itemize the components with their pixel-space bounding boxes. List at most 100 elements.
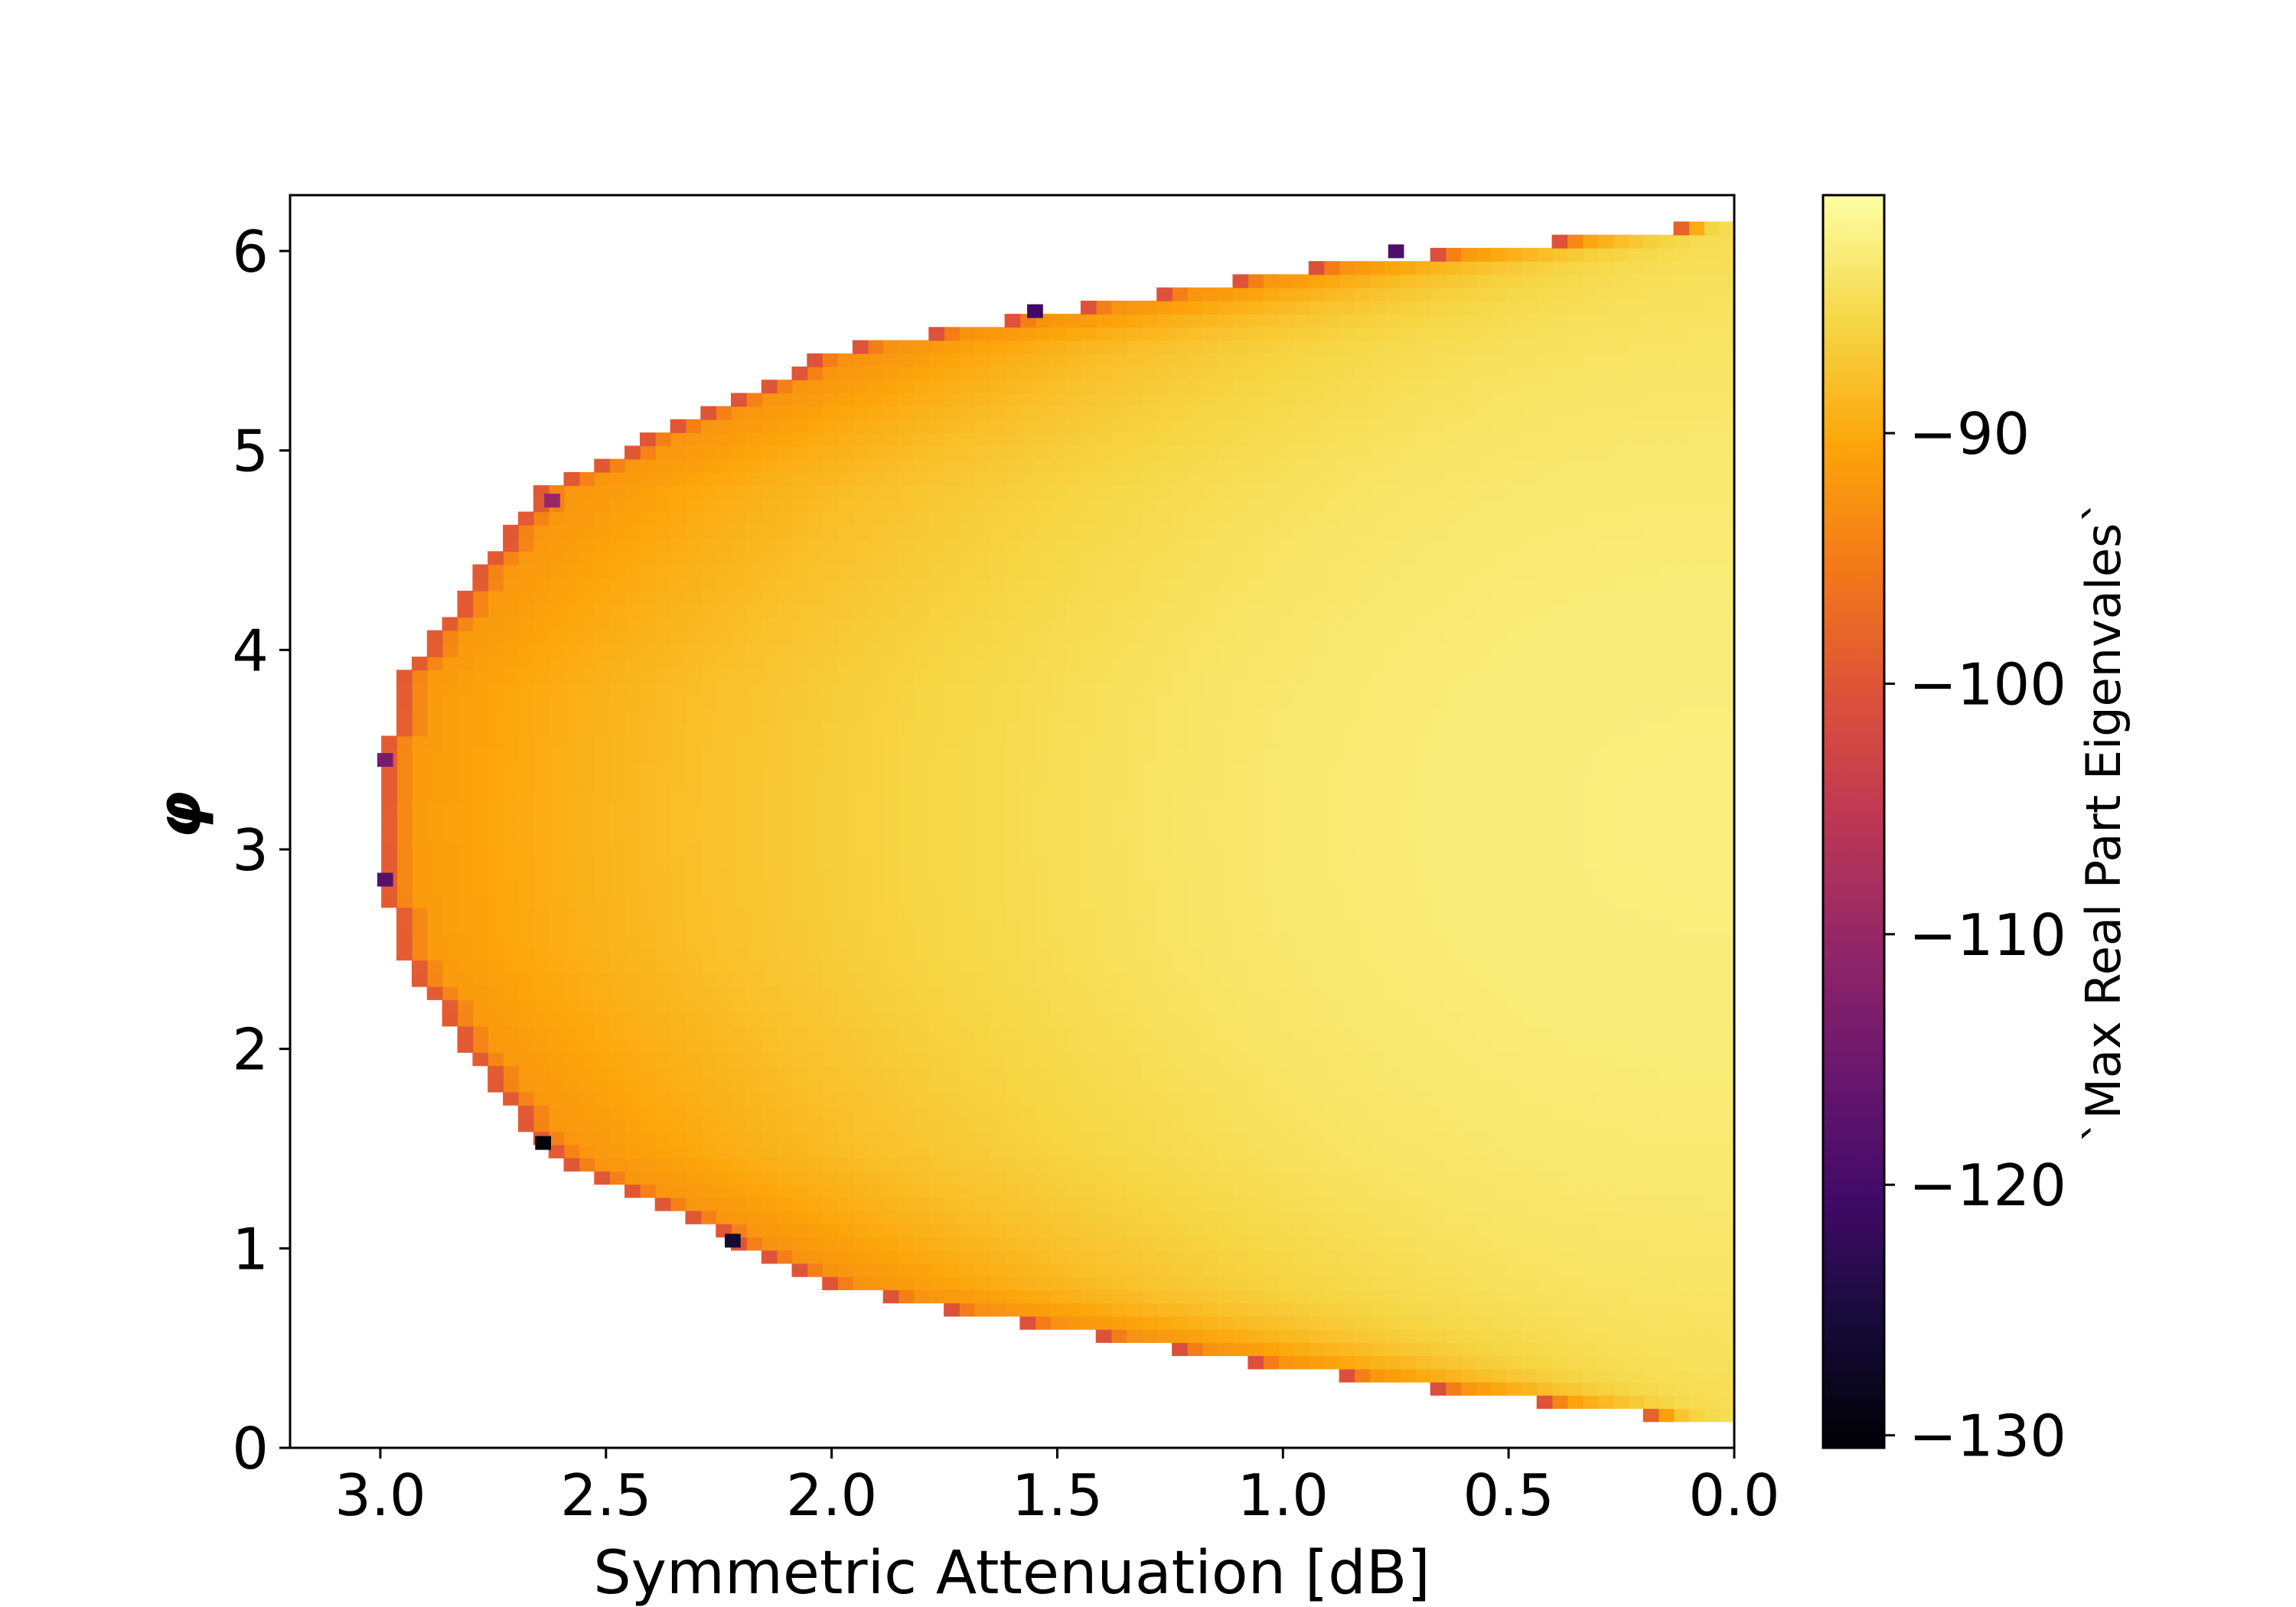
heatmap-cell xyxy=(882,657,899,671)
heatmap-cell xyxy=(1247,1038,1264,1053)
heatmap-cell xyxy=(716,1157,732,1172)
heatmap-cell xyxy=(1688,1210,1705,1224)
heatmap-cell xyxy=(1369,1263,1385,1277)
heatmap-cell xyxy=(761,828,778,843)
heatmap-cell xyxy=(1688,920,1705,934)
heatmap-cell xyxy=(837,630,853,644)
heatmap-cell xyxy=(1414,1237,1431,1251)
heatmap-cell xyxy=(1172,643,1188,657)
heatmap-cell xyxy=(1476,907,1492,921)
heatmap-cell xyxy=(654,657,671,671)
heatmap-cell xyxy=(1642,1078,1659,1093)
heatmap-cell xyxy=(1673,1171,1690,1185)
heatmap-cell xyxy=(1339,867,1355,882)
heatmap-cell xyxy=(488,788,504,803)
heatmap-cell xyxy=(1050,722,1066,737)
heatmap-cell xyxy=(685,564,702,579)
heatmap-cell xyxy=(1642,1355,1659,1370)
heatmap-cell xyxy=(1400,986,1416,1000)
heatmap-cell xyxy=(1491,1289,1507,1304)
heatmap-cell xyxy=(700,1105,716,1119)
heatmap-cell xyxy=(1567,630,1583,644)
heatmap-cell xyxy=(944,1276,960,1290)
heatmap-cell xyxy=(594,894,610,908)
heatmap-cell xyxy=(625,590,641,605)
heatmap-cell xyxy=(807,1118,823,1133)
heatmap-cell xyxy=(1035,1038,1051,1053)
heatmap-cell xyxy=(944,577,960,592)
heatmap-cell xyxy=(1369,960,1385,974)
heatmap-cell xyxy=(685,722,702,737)
heatmap-cell xyxy=(1567,1250,1583,1264)
heatmap-cell xyxy=(639,1038,656,1053)
heatmap-cell xyxy=(1110,617,1127,631)
heatmap-cell xyxy=(670,775,687,790)
heatmap-cell xyxy=(1369,1052,1385,1067)
heatmap-cell xyxy=(1156,722,1172,737)
heatmap-cell xyxy=(426,907,443,921)
heatmap-cell xyxy=(1688,999,1705,1014)
heatmap-cell xyxy=(1369,1171,1385,1185)
heatmap-cell xyxy=(822,1263,838,1277)
heatmap-cell xyxy=(563,1131,580,1146)
heatmap-cell xyxy=(974,551,990,566)
heatmap-cell xyxy=(822,670,838,684)
heatmap-cell xyxy=(548,907,565,921)
heatmap-cell xyxy=(1263,735,1279,750)
heatmap-cell xyxy=(822,973,838,987)
heatmap-cell xyxy=(1126,801,1143,816)
heatmap-cell xyxy=(716,683,732,697)
heatmap-cell xyxy=(1384,1078,1401,1093)
heatmap-cell xyxy=(1095,735,1112,750)
heatmap-cell xyxy=(1673,1118,1690,1133)
heatmap-cell xyxy=(563,907,580,921)
heatmap-cell xyxy=(776,934,793,947)
heatmap-cell xyxy=(1400,1355,1416,1370)
heatmap-cell xyxy=(1536,828,1553,843)
heatmap-cell xyxy=(1263,814,1279,829)
heatmap-cell xyxy=(517,894,534,908)
heatmap-cell xyxy=(533,657,550,671)
heatmap-cell xyxy=(1050,590,1066,605)
heatmap-cell xyxy=(1476,577,1492,592)
heatmap-cell xyxy=(1232,973,1249,987)
heatmap-cell xyxy=(776,551,793,566)
heatmap-cell xyxy=(745,670,762,684)
heatmap-cell xyxy=(1263,960,1279,974)
heatmap-cell xyxy=(1445,670,1462,684)
heatmap-cell xyxy=(639,1052,656,1067)
heatmap-cell xyxy=(1217,894,1234,908)
heatmap-cell xyxy=(1247,973,1264,987)
heatmap-cell xyxy=(1217,670,1234,684)
heatmap-cell xyxy=(1400,788,1416,803)
heatmap-cell xyxy=(1414,762,1431,776)
heatmap-cell xyxy=(959,907,975,921)
heatmap-cell xyxy=(1567,683,1583,697)
heatmap-cell xyxy=(1582,1328,1599,1343)
heatmap-cell xyxy=(1110,670,1127,684)
heatmap-cell xyxy=(898,564,915,579)
heatmap-cell xyxy=(1004,1131,1021,1146)
heatmap-cell xyxy=(1247,1224,1264,1238)
heatmap-cell xyxy=(1278,814,1294,829)
heatmap-cell xyxy=(396,748,413,763)
heatmap-cell xyxy=(579,828,595,843)
heatmap-cell xyxy=(731,828,747,843)
heatmap-cell xyxy=(928,696,944,710)
heatmap-cell xyxy=(1430,1381,1446,1396)
heatmap-cell xyxy=(1172,894,1188,908)
heatmap-cell xyxy=(563,1052,580,1067)
heatmap-cell xyxy=(1293,1184,1309,1198)
heatmap-cell xyxy=(1202,881,1218,895)
heatmap-cell xyxy=(837,947,853,961)
heatmap-cell xyxy=(1004,1078,1021,1093)
heatmap-cell xyxy=(1172,775,1188,790)
heatmap-cell xyxy=(944,947,960,961)
heatmap-cell xyxy=(639,814,656,829)
heatmap-cell xyxy=(1217,1224,1234,1238)
heatmap-cell xyxy=(594,867,610,882)
heatmap-cell xyxy=(1308,775,1325,790)
heatmap-cell xyxy=(1445,1065,1462,1080)
heatmap-cell xyxy=(837,934,853,947)
